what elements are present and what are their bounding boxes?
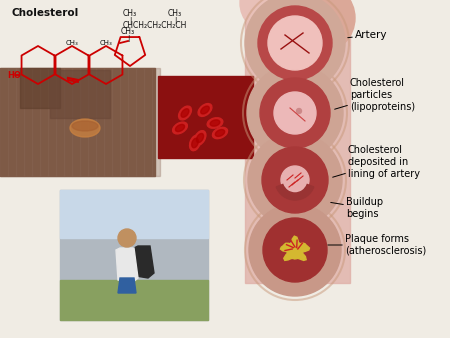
Polygon shape	[116, 248, 138, 283]
Bar	[128, 68, 136, 176]
Circle shape	[248, 133, 342, 227]
Wedge shape	[276, 185, 314, 200]
Bar	[60, 280, 208, 320]
Text: Cholesterol
particles
(lipoproteins): Cholesterol particles (lipoproteins)	[335, 78, 415, 112]
Text: CHCH₂CH₂CH₂CH: CHCH₂CH₂CH₂CH	[123, 21, 187, 30]
Polygon shape	[134, 246, 154, 278]
Text: CH₃: CH₃	[100, 40, 113, 46]
Bar	[64, 68, 72, 176]
Ellipse shape	[189, 135, 200, 151]
Text: CH₃: CH₃	[168, 9, 182, 18]
Circle shape	[260, 78, 330, 148]
Text: Cholesterol: Cholesterol	[12, 8, 79, 18]
Ellipse shape	[201, 106, 209, 114]
Ellipse shape	[210, 120, 220, 126]
Text: CH₃: CH₃	[123, 9, 137, 18]
Bar	[8, 68, 16, 176]
Circle shape	[247, 65, 343, 161]
Text: CH₃: CH₃	[66, 40, 79, 46]
Text: Plaque forms
(atherosclerosis): Plaque forms (atherosclerosis)	[328, 234, 426, 256]
Text: |: |	[129, 17, 131, 24]
Ellipse shape	[194, 130, 206, 145]
Text: Cholesterol
deposited in
lining of artery: Cholesterol deposited in lining of arter…	[333, 145, 420, 178]
Circle shape	[274, 92, 316, 134]
Ellipse shape	[72, 121, 98, 131]
Circle shape	[245, 0, 345, 93]
Circle shape	[240, 0, 300, 33]
Bar	[104, 68, 112, 176]
Text: HO: HO	[7, 71, 21, 79]
Circle shape	[262, 147, 328, 213]
Circle shape	[285, 0, 355, 53]
Bar	[80, 68, 88, 176]
Ellipse shape	[207, 118, 223, 128]
Bar	[112, 68, 120, 176]
Ellipse shape	[70, 119, 100, 137]
Bar	[245, 3, 350, 283]
Bar	[0, 68, 155, 176]
Bar	[16, 68, 24, 176]
Circle shape	[268, 16, 322, 70]
Circle shape	[249, 204, 341, 296]
Bar	[24, 68, 32, 176]
Ellipse shape	[176, 124, 184, 131]
Text: CH₃: CH₃	[121, 27, 135, 36]
Circle shape	[118, 229, 136, 247]
Bar	[152, 68, 160, 176]
Bar	[158, 76, 253, 158]
Circle shape	[258, 6, 332, 80]
Bar	[136, 68, 144, 176]
Bar	[48, 68, 56, 176]
Text: Buildup
begins: Buildup begins	[331, 197, 383, 219]
Bar	[0, 68, 8, 176]
Ellipse shape	[198, 103, 212, 116]
Text: |: |	[127, 35, 129, 42]
Polygon shape	[280, 236, 310, 260]
Text: |: |	[174, 17, 176, 24]
Bar	[144, 68, 152, 176]
Ellipse shape	[179, 106, 191, 120]
Bar	[60, 190, 208, 320]
Bar	[40, 68, 48, 176]
Ellipse shape	[215, 129, 225, 137]
Bar	[72, 68, 80, 176]
Ellipse shape	[192, 138, 198, 148]
Circle shape	[297, 108, 302, 114]
Circle shape	[281, 166, 309, 194]
Bar	[56, 68, 64, 176]
Polygon shape	[118, 278, 136, 293]
Bar	[88, 68, 96, 176]
Text: Artery: Artery	[348, 30, 387, 40]
Circle shape	[263, 218, 327, 282]
Circle shape	[287, 242, 303, 258]
Ellipse shape	[196, 134, 203, 143]
Bar	[32, 68, 40, 176]
Ellipse shape	[173, 122, 187, 134]
Bar	[60, 190, 208, 238]
Bar	[120, 68, 128, 176]
Bar	[96, 68, 104, 176]
Ellipse shape	[181, 109, 189, 117]
Ellipse shape	[212, 127, 228, 139]
